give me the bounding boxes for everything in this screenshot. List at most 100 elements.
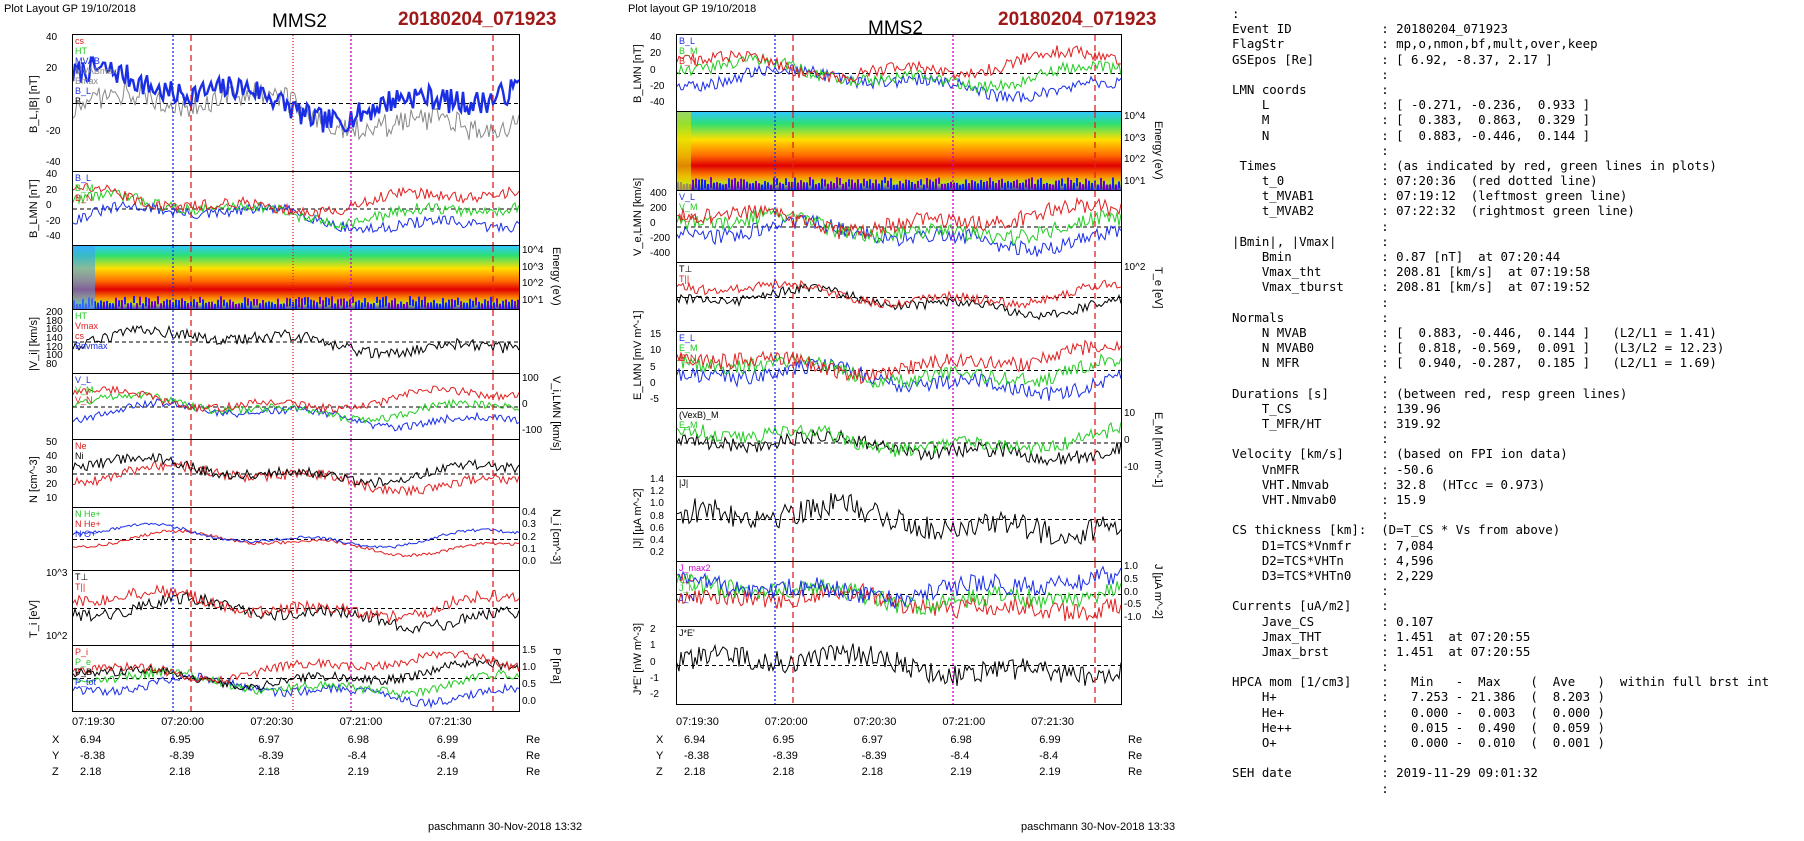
y-tick-label: 100 [46, 350, 63, 362]
info-line: Vmax_tburst : 208.81 [km/s] at 07:19:52 [1232, 279, 1591, 295]
right-tick-label: 0 [522, 399, 528, 410]
spectrogram-noise [1001, 178, 1003, 188]
spectrogram-noise [821, 178, 823, 189]
spectrogram-noise [277, 298, 279, 310]
spectrogram-noise [725, 183, 727, 191]
spectrogram-noise [403, 303, 405, 310]
spectrogram-noise [184, 300, 186, 310]
info-line: : [1232, 507, 1389, 523]
panel-legend: cs HT MVAB MVABmax Bmax B_L B [75, 36, 117, 106]
right-tick-label: 0.0 [1124, 586, 1138, 598]
spectrogram-noise [505, 299, 507, 309]
spectrogram-noise [920, 179, 922, 186]
spectrogram-noise [1046, 182, 1048, 191]
legend-entry: P_B [75, 667, 93, 677]
spectrogram-noise [316, 302, 318, 310]
spectrogram-noise [755, 180, 757, 190]
legend-entry: Bnvmax [75, 341, 108, 351]
spectrogram-noise [791, 181, 793, 190]
spectrogram-noise [731, 179, 733, 191]
y-axis-label: B_LMN [nT] [632, 43, 644, 103]
info-line: L : [ -0.271, -0.236, 0.933 ] [1232, 97, 1591, 113]
spectrogram-noise [253, 298, 255, 306]
spectrogram-noise [478, 301, 480, 310]
right_figure-panel-6 [676, 476, 1122, 563]
right-tick-label: 10^2 [522, 278, 544, 290]
right-tick-label: 10^2 [1124, 154, 1146, 166]
series-line [73, 384, 519, 414]
y-tick-label: 180 [46, 315, 63, 327]
y-tick-label: 200 [46, 307, 63, 318]
right-tick-label: 0.5 [1124, 573, 1138, 585]
spectrogram-noise [103, 301, 105, 310]
spectrogram-noise [364, 297, 366, 308]
right-event-title: 20180204_071923 [998, 9, 1157, 30]
spectrogram-noise [977, 183, 979, 191]
spectrogram-noise [217, 299, 219, 309]
coord-value: -8.4 [436, 750, 456, 762]
right-axis-label: Energy (eV) [550, 247, 562, 306]
coord-value: 6.97 [258, 734, 280, 746]
y-tick-label: 40 [650, 32, 662, 43]
y-tick-label: -200 [650, 233, 671, 244]
legend-entry: P_i [75, 647, 89, 657]
right-axis-label: P [nPa] [550, 647, 562, 684]
spectrogram-noise [1085, 178, 1087, 190]
info-line: CS thickness [km]: (D=T_CS * Vs from abo… [1232, 522, 1561, 538]
panel-plot [677, 35, 1121, 112]
panel-legend: B_L B_M B_N [679, 36, 698, 66]
spectrogram-noise [412, 299, 414, 306]
spectrogram-noise [1007, 181, 1009, 188]
spectrogram-noise [980, 180, 982, 191]
spectrogram-noise [436, 303, 438, 310]
spectrogram-noise [1103, 180, 1105, 191]
panel-plot [73, 646, 519, 711]
right-axis-label: E_M [mV m^-1] [1152, 412, 1164, 488]
coord-axis-label: Y [52, 750, 60, 762]
series-line [73, 666, 519, 699]
panel-legend: B_L B_M B_N [75, 173, 94, 203]
spectrogram-noise [944, 183, 946, 191]
right-tick-label: -10 [1124, 462, 1139, 473]
coord-value: 2.19 [347, 766, 370, 778]
coord-value: 2.18 [169, 766, 191, 778]
spectrogram-noise [430, 302, 432, 310]
y-tick-label: 0 [650, 656, 656, 668]
legend-entry: Ni [75, 451, 84, 461]
panel-legend: Ne Ni [75, 441, 87, 461]
spectrogram-noise [397, 303, 399, 310]
series-line [73, 391, 519, 424]
spectrogram-noise [698, 179, 700, 191]
coord-value: 2.18 [861, 766, 884, 778]
spectrogram-noise [932, 181, 934, 191]
spectrogram-noise [785, 178, 787, 186]
coord-value: -8.4 [1039, 750, 1059, 762]
spectrogram-noise [409, 296, 411, 306]
info-line: Times : (as indicated by red, green line… [1232, 157, 1717, 173]
spectrogram-noise [481, 303, 483, 310]
series-line [73, 529, 519, 558]
legend-entry: HT [75, 311, 87, 321]
legend-entry: V_M [679, 202, 698, 212]
panel-legend: V_L V_M V_N [679, 192, 698, 222]
legend-entry: V_M [75, 385, 94, 395]
panel-legend: E_L E_M E_N [679, 333, 698, 363]
y-tick-label: 1.4 [650, 474, 664, 485]
info-line: t_0 : 07:20:36 (red dotted line) [1232, 173, 1598, 189]
spectrogram-noise [701, 179, 703, 191]
info-line: D3=TCS*VHTn0 : 2,229 [1232, 567, 1434, 583]
legend-entry: B_L [679, 36, 696, 46]
spectrogram-noise [508, 301, 510, 310]
spectrogram-noise [415, 301, 417, 310]
legend-entry: E_N [679, 353, 697, 363]
legend-entry: B_N [75, 193, 93, 203]
spectrogram-noise [974, 181, 976, 191]
spectrogram-noise [262, 300, 264, 310]
y-tick-label: 40 [46, 32, 58, 43]
legend-entry: HT [75, 46, 87, 56]
info-line: t_MVAB1 : 07:19:12 (leftmost green line) [1232, 188, 1628, 204]
spectrogram-noise [97, 302, 99, 310]
legend-entry: |J| [679, 478, 689, 488]
coord-value: 6.94 [80, 734, 102, 746]
info-line: FlagStr : mp,o,nmon,bf,mult,over,keep [1232, 36, 1598, 52]
